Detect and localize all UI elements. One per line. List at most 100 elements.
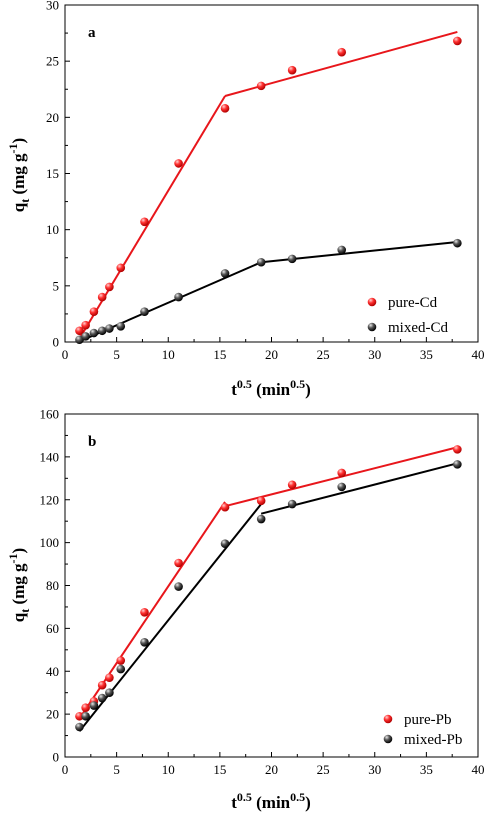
data-point-pure-pb xyxy=(140,607,149,617)
y-axis-title: qt (mg g-1) xyxy=(6,548,32,622)
data-point-mixed-cd xyxy=(453,238,462,248)
data-point-mixed-pb xyxy=(116,664,126,674)
data-point-mixed-pb xyxy=(97,693,107,703)
data-point-pure-pb xyxy=(453,445,462,454)
data-point-pure-pb xyxy=(81,703,90,712)
x-tick-label: 25 xyxy=(317,762,330,777)
y-axis-title-unit-exponent: -1 xyxy=(6,553,20,563)
data-point-pure-cd xyxy=(116,263,126,273)
data-point-mixed-pb xyxy=(453,460,462,469)
y-tick-label: 5 xyxy=(53,278,60,293)
data-point-mixed-pb xyxy=(337,482,347,492)
data-point-mixed-cd xyxy=(97,326,107,336)
x-tick-label: 40 xyxy=(472,347,485,362)
y-tick-label: 10 xyxy=(46,222,59,237)
legend-marker-pure-pb xyxy=(383,714,393,724)
legend-label-pure-pb: pure-Pb xyxy=(404,712,452,728)
data-point-mixed-cd xyxy=(220,269,230,278)
x-axis-title-unit: (min xyxy=(252,793,291,812)
x-tick-label: 20 xyxy=(265,762,278,777)
data-point-pure-cd xyxy=(453,36,462,46)
data-point-mixed-cd xyxy=(174,292,183,302)
data-point-pure-cd xyxy=(174,159,183,168)
data-point-mixed-pb xyxy=(220,539,230,548)
data-point-pure-cd xyxy=(89,307,99,316)
legend-label-mixed-cd: mixed-Cd xyxy=(388,320,448,336)
panel-label: a xyxy=(88,25,96,41)
fit-line-mixed-pb xyxy=(78,503,262,732)
data-point-pure-cd xyxy=(256,81,266,91)
data-point-pure-pb xyxy=(174,558,183,568)
x-axis-title-unit: (min xyxy=(252,380,291,399)
data-point-mixed-cd xyxy=(140,307,149,316)
y-tick-label: 0 xyxy=(53,750,60,765)
plot-frame xyxy=(64,4,479,343)
x-tick-label: 0 xyxy=(62,762,69,777)
data-point-pure-cd xyxy=(337,47,347,57)
y-tick-label: 160 xyxy=(40,407,60,422)
data-point-pure-pb xyxy=(220,502,230,512)
x-axis-title-base: t xyxy=(231,380,237,399)
x-tick-label: 10 xyxy=(162,347,175,362)
data-point-mixed-cd xyxy=(337,245,347,255)
x-axis-title-base: t xyxy=(231,793,237,812)
data-point-mixed-pb xyxy=(75,722,84,732)
data-points xyxy=(75,36,462,345)
data-points xyxy=(75,445,462,732)
legend: pure-Cd mixed-Cd xyxy=(367,295,448,336)
data-point-pure-pb xyxy=(97,680,107,690)
data-point-pure-pb xyxy=(287,480,297,490)
y-tick-label: 80 xyxy=(46,578,59,593)
data-point-pure-cd xyxy=(140,217,149,227)
data-point-mixed-pb xyxy=(81,711,90,721)
data-point-mixed-pb xyxy=(89,701,99,710)
plot-frame xyxy=(64,413,479,758)
y-axis-title-sub: t xyxy=(18,199,32,203)
data-point-mixed-cd xyxy=(89,328,99,338)
y-tick-label: 0 xyxy=(53,335,60,350)
x-tick-label: 15 xyxy=(213,762,226,777)
x-ticks: 0 5 10 15 20 25 30 35 40 xyxy=(62,337,485,362)
panel-b: 0 5 10 15 20 25 30 35 40 0 20 40 60 80 100 120 140 160 b… xyxy=(6,407,485,813)
data-point-mixed-pb xyxy=(105,688,114,697)
panel-label: b xyxy=(88,434,96,450)
x-tick-label: 20 xyxy=(265,347,278,362)
x-axis-title-close: ) xyxy=(305,793,311,812)
y-tick-label: 100 xyxy=(40,535,60,550)
y-axis-title-close: ) xyxy=(9,548,28,554)
x-tick-label: 35 xyxy=(420,762,433,777)
data-point-pure-pb xyxy=(337,468,347,478)
data-point-mixed-pb xyxy=(287,499,297,509)
x-axis-title-exponent: 0.5 xyxy=(237,377,252,391)
data-point-pure-pb xyxy=(256,496,266,506)
data-point-pure-cd xyxy=(81,320,90,330)
data-point-mixed-pb xyxy=(174,582,183,591)
y-tick-label: 120 xyxy=(40,492,60,507)
y-tick-label: 20 xyxy=(46,707,59,722)
x-tick-label: 10 xyxy=(162,762,175,777)
x-tick-label: 0 xyxy=(62,347,69,362)
x-tick-label: 35 xyxy=(420,347,433,362)
data-point-mixed-cd xyxy=(287,254,297,264)
data-point-mixed-cd xyxy=(105,324,114,333)
y-axis-title-base: q xyxy=(9,612,28,622)
x-tick-label: 30 xyxy=(368,762,381,777)
data-point-mixed-cd xyxy=(256,257,266,267)
y-axis-title-close: ) xyxy=(9,138,28,144)
data-point-mixed-cd xyxy=(116,321,126,331)
y-tick-label: 40 xyxy=(46,664,59,679)
data-point-pure-pb xyxy=(105,673,114,682)
y-tick-label: 15 xyxy=(46,166,59,181)
data-point-pure-cd xyxy=(75,326,84,336)
y-tick-label: 25 xyxy=(46,54,59,69)
x-axis-title-unit-exponent: 0.5 xyxy=(290,790,305,804)
data-point-pure-cd xyxy=(287,65,297,75)
x-tick-label: 25 xyxy=(317,347,330,362)
x-axis-title-unit-exponent: 0.5 xyxy=(290,377,305,391)
x-axis-title: t0.5 (min0.5) xyxy=(231,790,311,812)
data-point-pure-pb xyxy=(75,711,84,721)
legend-label-pure-cd: pure-Cd xyxy=(388,295,438,311)
x-tick-label: 15 xyxy=(213,347,226,362)
